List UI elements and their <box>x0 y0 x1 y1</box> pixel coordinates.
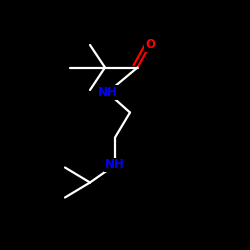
Text: NH: NH <box>98 86 117 99</box>
Text: NH: NH <box>105 158 125 172</box>
Text: O: O <box>145 38 155 52</box>
